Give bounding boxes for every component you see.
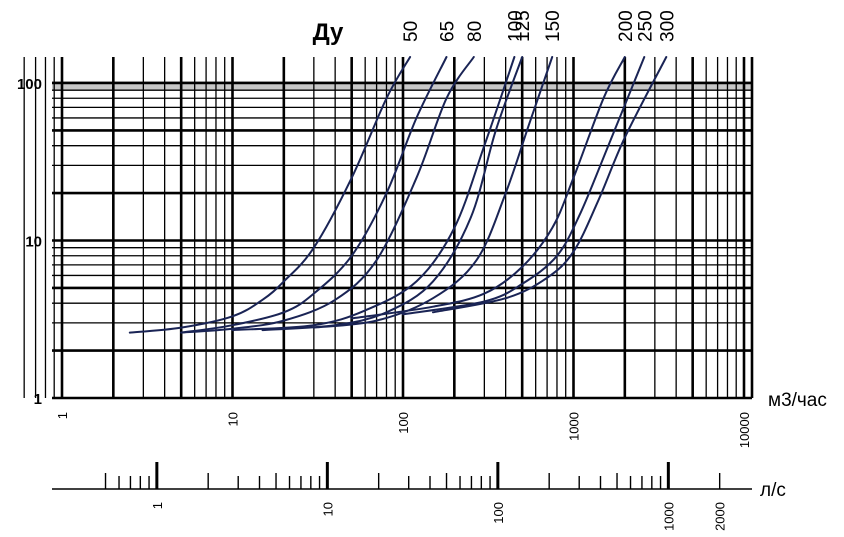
series-label-dn-150: 150: [543, 10, 564, 42]
series-label-dn-300: 300: [657, 10, 678, 42]
y-tick-label: 1: [34, 391, 42, 408]
y-tick-label: 10: [25, 234, 42, 251]
x-tick-label: 10000: [737, 412, 752, 448]
series-label-dn-125: 125: [513, 10, 534, 42]
curve-dn-65: [180, 56, 448, 334]
curve-dn-300: [432, 56, 668, 314]
y-tick-label: 100: [17, 76, 42, 93]
curve-dn-250: [402, 56, 646, 316]
curve-dn-100: [231, 56, 516, 332]
y-axis-tick-labels: 1 10 100: [17, 76, 42, 408]
secondary-x-axis: 1 10 100 1000 2000: [52, 462, 752, 531]
series-label-dn-50: 50: [401, 21, 422, 42]
secondary-x-tick-label: 1000: [661, 502, 676, 531]
x-tick-label: 100: [396, 412, 411, 434]
secondary-x-tick-label: 1: [150, 502, 165, 509]
secondary-x-axis-label: л/с: [760, 480, 786, 501]
series-label-dn-100: 100: [505, 10, 526, 42]
series-label-dn-250: 250: [635, 10, 656, 42]
curves-group: [128, 56, 668, 334]
secondary-x-tick-label: 10: [320, 502, 335, 516]
curve-dn-50: [128, 56, 412, 334]
secondary-x-tick-label: 100: [491, 502, 506, 524]
series-label-dn-80: 80: [465, 21, 486, 42]
curve-dn-200: [350, 56, 626, 320]
x-tick-label: 1: [55, 412, 70, 419]
x-axis-tick-labels: 1 10 100 1000 10000: [55, 412, 752, 448]
chart-title: Ду: [313, 19, 344, 46]
series-label-dn-65: 65: [438, 21, 459, 42]
series-label-dn-200: 200: [616, 10, 637, 42]
x-tick-label: 1000: [567, 412, 582, 441]
x-axis-label: м3/час: [768, 390, 827, 411]
curve-dn-150: [312, 56, 554, 329]
secondary-x-tick-label: 2000: [713, 502, 728, 531]
x-tick-label: 10: [226, 412, 241, 426]
curve-dn-80: [180, 56, 475, 334]
